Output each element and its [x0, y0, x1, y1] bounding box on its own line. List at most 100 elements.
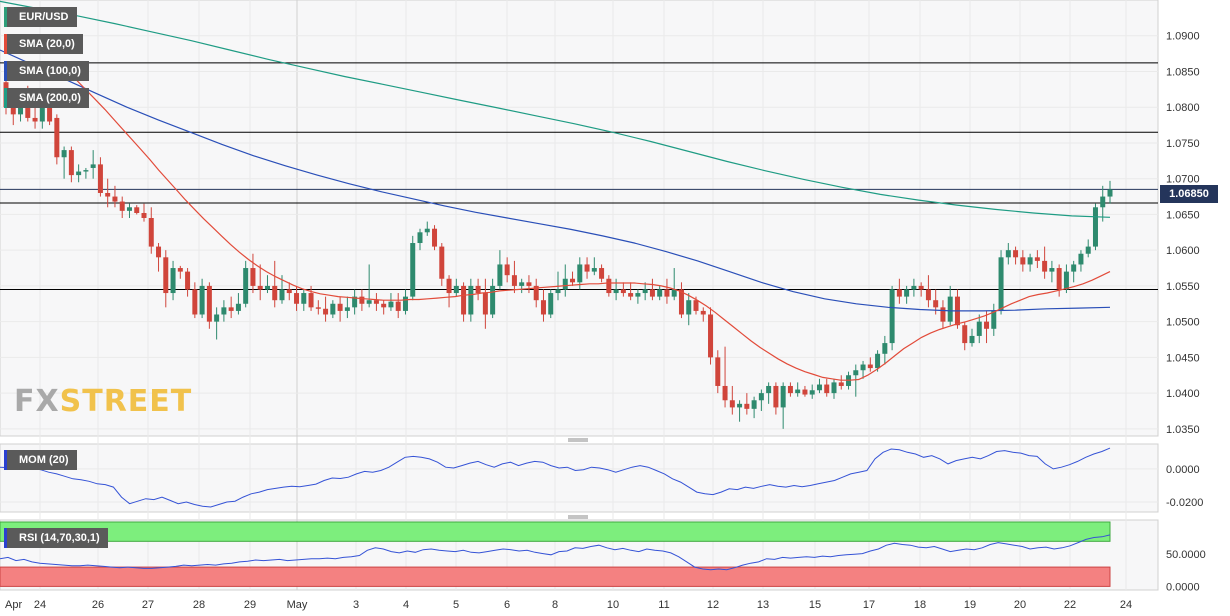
price-tick-label: 1.0850 [1166, 66, 1200, 78]
candle-body [1056, 268, 1062, 290]
candle-body [686, 300, 692, 315]
candle-body [925, 289, 931, 301]
candle-body [279, 289, 285, 301]
candle-body [947, 296, 953, 322]
candle-body [344, 307, 350, 311]
candle-body [206, 285, 212, 322]
candle-body [148, 218, 154, 247]
candle-body [824, 384, 830, 394]
candle-body [664, 289, 670, 297]
candle-body [940, 307, 946, 322]
candle-body [795, 389, 801, 394]
candle-body [838, 382, 844, 386]
momentum-tick-label: -0.0200 [1166, 497, 1203, 509]
x-axis-label: 17 [863, 599, 875, 611]
candle-body [998, 257, 1004, 311]
price-tick-label: 1.0600 [1166, 245, 1200, 257]
x-axis-label: 3 [353, 599, 359, 611]
rsi-legend: RSI (14,70,30,1) [4, 528, 108, 548]
candle-body [294, 293, 300, 304]
candle-body [729, 400, 735, 408]
candle-body [570, 278, 576, 283]
candle-body [54, 117, 60, 158]
candle-body [1020, 257, 1026, 265]
candle-body [875, 353, 881, 369]
candle-body [642, 289, 648, 294]
candle-body [744, 403, 750, 409]
x-axis-label: May [287, 599, 308, 611]
candle-body [192, 289, 198, 315]
candle-body [381, 303, 387, 308]
candle-body [918, 285, 924, 290]
candle-body [933, 300, 939, 308]
candle-body [105, 192, 111, 197]
candle-body [97, 164, 103, 193]
symbol-label: EUR/USD [4, 7, 77, 27]
candle-body [613, 289, 619, 294]
candle-body [700, 310, 706, 315]
candle-body [83, 170, 89, 172]
rsi-oversold-zone [0, 566, 1111, 587]
price-tick-label: 1.0450 [1166, 352, 1200, 364]
x-axis-label: 19 [964, 599, 976, 611]
x-axis-label: 24 [34, 599, 46, 611]
candle-body [1085, 246, 1091, 254]
candle-body [519, 282, 525, 286]
candle-body [809, 390, 815, 395]
candle-body [860, 364, 866, 371]
candle-body [68, 150, 74, 176]
price-panel [0, 0, 1159, 437]
candle-body [555, 289, 561, 294]
candle-body [228, 307, 234, 311]
candle-body [366, 300, 372, 304]
candle-body [243, 268, 249, 304]
price-tick-label: 1.0900 [1166, 31, 1200, 43]
candle-body [446, 278, 452, 294]
x-axis-label: 4 [403, 599, 409, 611]
x-axis-label: 11 [658, 599, 669, 611]
x-axis-label: Apr [5, 599, 22, 611]
candle-body [649, 289, 655, 297]
candle-body [511, 275, 517, 286]
rsi-tick-label: 50.0000 [1166, 549, 1206, 561]
candle-body [562, 278, 568, 290]
rsi-overbought-zone [0, 521, 1111, 542]
candle-body [962, 325, 968, 344]
price-tick-label: 1.0650 [1166, 209, 1200, 221]
price-tick-label: 1.0800 [1166, 102, 1200, 114]
price-tick-label: 1.0400 [1166, 388, 1200, 400]
x-axis-label: 12 [707, 599, 719, 611]
candle-body [337, 303, 343, 311]
candle-body [286, 289, 292, 294]
candle-body [737, 403, 743, 408]
candle-body [475, 285, 481, 294]
momentum-tick-label: 0.0000 [1166, 464, 1200, 476]
fxstreet-logo: FXSTREET [14, 384, 193, 419]
candle-body [1063, 271, 1069, 290]
candle-body [47, 107, 53, 122]
candle-body [758, 393, 764, 401]
candle-body [134, 207, 140, 213]
candle-body [308, 293, 314, 308]
candle-body [831, 382, 837, 394]
candle-body [323, 308, 329, 315]
x-axis-label: 28 [193, 599, 205, 611]
candle-body [628, 293, 634, 297]
candle-body [882, 343, 888, 354]
price-tick-label: 1.0500 [1166, 317, 1200, 329]
candle-body [853, 370, 859, 376]
x-axis-label: 22 [1064, 599, 1076, 611]
candle-body [671, 289, 677, 297]
candle-body [548, 293, 554, 315]
candle-body [1092, 207, 1098, 247]
candle-body [584, 264, 590, 272]
momentum-legend: MOM (20) [4, 450, 77, 470]
x-axis-label: 26 [92, 599, 104, 611]
candle-body [1042, 260, 1048, 272]
price-tick-label: 1.0550 [1166, 281, 1200, 293]
candle-body [620, 289, 626, 294]
candle-body [991, 310, 997, 329]
candle-body [112, 196, 118, 202]
candle-body [163, 257, 169, 294]
candle-body [751, 400, 757, 409]
